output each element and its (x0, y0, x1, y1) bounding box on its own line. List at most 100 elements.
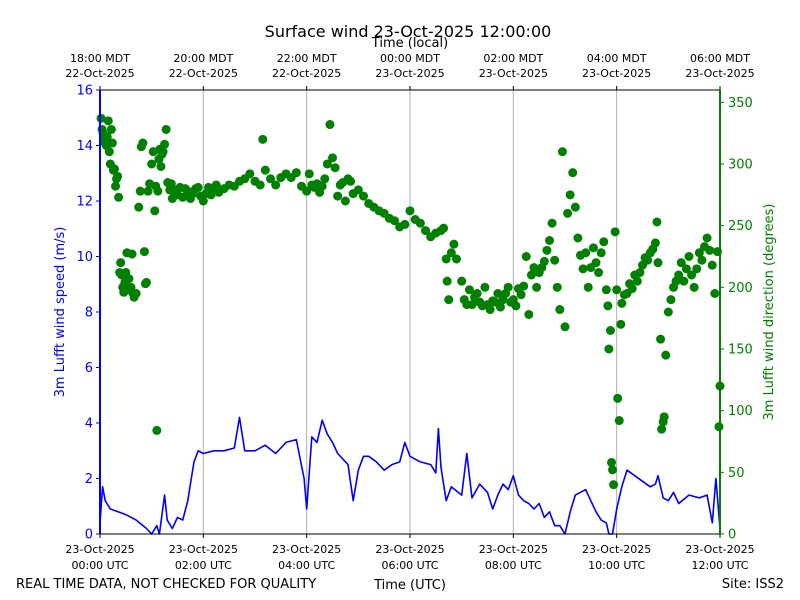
direction-point (480, 282, 490, 292)
direction-point (617, 298, 627, 308)
direction-point (124, 274, 134, 284)
direction-point (570, 202, 580, 212)
direction-point (583, 282, 593, 292)
direction-point (135, 186, 145, 196)
top-tick-time: 04:00 MDT (587, 52, 647, 65)
direction-point (449, 239, 459, 249)
direction-point (609, 480, 619, 490)
direction-point (127, 249, 137, 259)
left-tick-label: 10 (76, 250, 93, 265)
direction-point (153, 186, 163, 196)
direction-point (687, 270, 697, 280)
direction-point (109, 164, 119, 174)
direction-point (359, 191, 368, 201)
direction-point (674, 270, 684, 280)
direction-point (113, 171, 123, 181)
direction-point (106, 124, 116, 134)
direction-point (557, 147, 567, 157)
direction-point (503, 282, 513, 292)
direction-point (524, 309, 534, 319)
direction-point (632, 276, 642, 286)
chart-title: Surface wind 23-Oct-2025 12:00:00 (265, 22, 552, 41)
direction-point (439, 223, 449, 233)
direction-point (211, 180, 221, 190)
direction-point (353, 185, 363, 195)
direction-point (689, 282, 699, 292)
direction-point (653, 258, 663, 268)
direction-point (138, 138, 148, 148)
direction-point (616, 319, 626, 329)
direction-point (111, 181, 120, 191)
x-axis-label: Time (UTC) (373, 578, 446, 593)
direction-point (612, 285, 622, 295)
direction-point (568, 168, 578, 178)
direction-point (563, 208, 573, 218)
direction-point (107, 138, 117, 148)
direction-point (539, 256, 549, 266)
direction-point (545, 235, 554, 245)
direction-point (552, 282, 562, 292)
bottom-axis-ticks: 23-Oct-2025 00:00 UTC 23-Oct-2025 02:00 UTC… (65, 534, 755, 572)
direction-point (550, 255, 560, 265)
top-tick-date: 22-Oct-2025 (65, 67, 134, 80)
direction-point (565, 190, 575, 200)
right-tick-label: 250 (728, 219, 753, 234)
direction-point (532, 282, 542, 292)
top-tick-time: 18:00 MDT (70, 52, 130, 65)
direction-point (245, 169, 255, 179)
bottom-tick-time: 12:00 UTC (691, 559, 748, 572)
direction-point (493, 289, 503, 298)
direction-point (603, 301, 613, 311)
direction-point (152, 425, 162, 435)
direction-point (516, 290, 526, 300)
direction-point (511, 301, 521, 311)
direction-point (333, 191, 343, 201)
direction-point (258, 134, 268, 144)
direction-point (707, 260, 717, 270)
direction-point (578, 264, 588, 274)
direction-point (198, 196, 208, 206)
direction-point (158, 147, 168, 157)
direction-point (692, 264, 702, 274)
right-tick-label: 300 (728, 158, 753, 173)
direction-point (405, 206, 415, 216)
direction-point (643, 255, 653, 265)
left-axis-ticks: 0 2 4 6 8 10 12 14 16 (76, 84, 100, 543)
bottom-tick-date: 23-Oct-2025 (272, 543, 341, 556)
left-tick-label: 6 (85, 361, 93, 376)
bottom-tick-date: 23-Oct-2025 (375, 543, 444, 556)
direction-point (607, 457, 616, 467)
right-tick-label: 350 (728, 96, 753, 111)
direction-point (390, 216, 399, 226)
direction-point (96, 113, 106, 123)
right-tick-label: 50 (728, 466, 745, 481)
direction-point (614, 416, 624, 426)
direction-point (441, 254, 451, 264)
direction-point (694, 248, 704, 258)
top-tick-time: 20:00 MDT (173, 52, 233, 65)
direction-point (400, 219, 410, 229)
direction-point (446, 248, 456, 258)
direction-point (178, 192, 188, 202)
speed-series (99, 416, 721, 535)
direction-point (291, 168, 301, 178)
bottom-tick-date: 23-Oct-2025 (479, 543, 548, 556)
top-axis-ticks: 18:00 MDT 22-Oct-2025 20:00 MDT 22-Oct-2025… (65, 52, 755, 90)
direction-point (542, 245, 552, 255)
direction-point (657, 424, 667, 434)
direction-point (605, 326, 615, 335)
direction-point (415, 218, 425, 228)
bottom-tick-date: 23-Oct-2025 (582, 543, 651, 556)
direction-point (495, 302, 505, 312)
right-tick-label: 0 (728, 528, 736, 543)
direction-point (650, 238, 660, 248)
site-label: Site: ISS2 (722, 577, 784, 592)
direction-point (666, 295, 676, 305)
direction-point (588, 243, 598, 253)
left-tick-label: 12 (76, 195, 93, 210)
speed-line (99, 416, 721, 535)
top-tick-time: 02:00 MDT (483, 52, 543, 65)
direction-point (452, 254, 461, 264)
right-axis-ticks: 0 50 100 150 200 250 300 350 (720, 96, 753, 543)
direction-point (260, 165, 270, 175)
